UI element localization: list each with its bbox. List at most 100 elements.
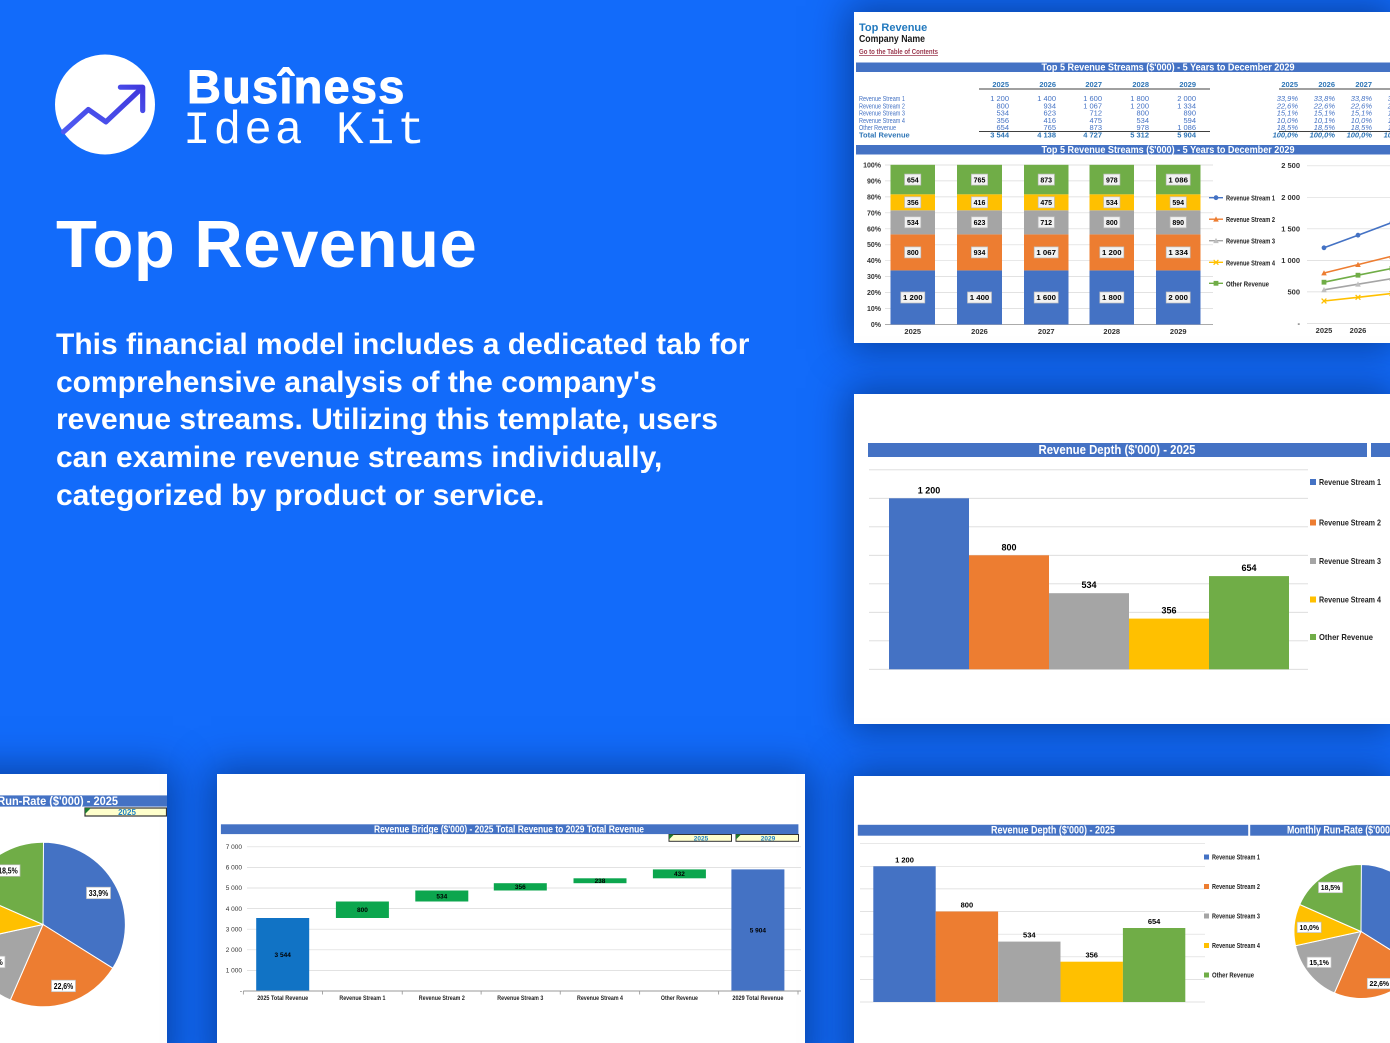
svg-text:Other Revenue: Other Revenue — [859, 123, 896, 132]
svg-text:Top 5 Revenue Streams ($'000): Top 5 Revenue Streams ($'000) - 5 Years … — [1042, 145, 1295, 156]
svg-text:Revenue Stream 1: Revenue Stream 1 — [1212, 855, 1260, 862]
svg-text:765: 765 — [1043, 123, 1056, 132]
svg-text:873: 873 — [1040, 175, 1052, 184]
svg-text:800: 800 — [1001, 542, 1016, 552]
svg-text:40%: 40% — [867, 258, 882, 265]
svg-text:Revenue Stream 1: Revenue Stream 1 — [1319, 477, 1381, 487]
svg-text:100,0%: 100,0% — [1310, 130, 1336, 139]
svg-text:765: 765 — [974, 175, 986, 184]
svg-text:10,0%: 10,0% — [1277, 116, 1299, 125]
svg-text:534: 534 — [907, 218, 919, 227]
svg-text:594: 594 — [1172, 198, 1184, 207]
svg-text:800: 800 — [1136, 109, 1149, 118]
svg-text:5 000: 5 000 — [226, 885, 243, 892]
svg-text:356: 356 — [1085, 951, 1098, 960]
svg-text:100%: 100% — [863, 163, 882, 170]
svg-text:1 334: 1 334 — [1168, 248, 1188, 257]
svg-text:-: - — [240, 988, 242, 995]
svg-text:Revenue Stream 4: Revenue Stream 4 — [1226, 258, 1276, 267]
svg-text:2025: 2025 — [904, 327, 921, 336]
svg-text:1 334: 1 334 — [1177, 101, 1196, 110]
svg-text:534: 534 — [996, 109, 1009, 118]
svg-text:1 200: 1 200 — [918, 485, 941, 495]
svg-text:654: 654 — [996, 123, 1009, 132]
svg-text:18,5%: 18,5% — [1351, 123, 1373, 132]
svg-text:0%: 0% — [871, 322, 882, 329]
svg-text:1 600: 1 600 — [1083, 94, 1102, 103]
svg-text:2025: 2025 — [118, 808, 136, 817]
svg-text:2026: 2026 — [971, 327, 988, 336]
svg-text:Revenue Stream 2: Revenue Stream 2 — [859, 101, 905, 110]
svg-text:-: - — [1298, 319, 1301, 328]
svg-text:1 067: 1 067 — [1036, 248, 1056, 257]
svg-text:1 400: 1 400 — [970, 293, 990, 302]
svg-text:800: 800 — [961, 901, 974, 910]
svg-text:1 000: 1 000 — [226, 968, 243, 975]
svg-text:100,0%: 100,0% — [1347, 130, 1373, 139]
svg-text:800: 800 — [996, 101, 1009, 110]
svg-text:238: 238 — [595, 878, 606, 885]
svg-text:2026: 2026 — [1318, 80, 1335, 89]
svg-text:934: 934 — [974, 248, 986, 257]
svg-text:33,9%: 33,9% — [1277, 94, 1299, 103]
svg-text:1 000: 1 000 — [1281, 256, 1300, 265]
svg-text:Revenue Stream 1: Revenue Stream 1 — [1226, 194, 1275, 203]
svg-text:5 904: 5 904 — [1177, 130, 1197, 139]
svg-text:15,1%: 15,1% — [0, 958, 3, 967]
svg-text:800: 800 — [1106, 218, 1118, 227]
svg-text:Monthly Run-Rate ($'000: Monthly Run-Rate ($'000 — [1287, 825, 1390, 837]
svg-text:890: 890 — [1183, 109, 1196, 118]
svg-text:356: 356 — [515, 884, 526, 891]
svg-text:416: 416 — [974, 198, 986, 207]
svg-text:654: 654 — [907, 175, 919, 184]
svg-text:1 200: 1 200 — [990, 94, 1009, 103]
svg-text:Revenue Stream 1: Revenue Stream 1 — [859, 94, 905, 103]
svg-text:15,1%: 15,1% — [1277, 109, 1299, 118]
svg-text:594: 594 — [1183, 116, 1196, 125]
svg-text:800: 800 — [357, 907, 368, 914]
svg-text:10,0%: 10,0% — [1351, 116, 1373, 125]
svg-text:70%: 70% — [867, 210, 882, 217]
svg-text:2025: 2025 — [1281, 80, 1298, 89]
svg-text:416: 416 — [1043, 116, 1056, 125]
svg-text:1 600: 1 600 — [1036, 293, 1056, 302]
svg-text:18,5%: 18,5% — [0, 866, 18, 875]
svg-text:Revenue Stream 4: Revenue Stream 4 — [1212, 943, 1260, 950]
svg-text:534: 534 — [1023, 931, 1036, 940]
svg-text:7 000: 7 000 — [226, 844, 243, 851]
svg-text:1 067: 1 067 — [1083, 101, 1102, 110]
svg-text:Revenue Stream 4: Revenue Stream 4 — [577, 995, 623, 1002]
svg-text:Go to the Table of Contents: Go to the Table of Contents — [859, 47, 938, 56]
svg-text:5 904: 5 904 — [750, 928, 767, 935]
svg-text:30%: 30% — [867, 274, 882, 281]
svg-text:1 500: 1 500 — [1281, 224, 1300, 233]
svg-text:432: 432 — [674, 871, 685, 878]
svg-text:Revenue Stream 2: Revenue Stream 2 — [1319, 518, 1381, 528]
svg-text:18,5%: 18,5% — [1277, 123, 1299, 132]
svg-text:2028: 2028 — [1103, 327, 1120, 336]
svg-text:654: 654 — [1241, 563, 1256, 573]
svg-text:356: 356 — [996, 116, 1009, 125]
svg-text:33,9%: 33,9% — [89, 889, 109, 898]
svg-text:2 500: 2 500 — [1281, 161, 1300, 170]
svg-text:2027: 2027 — [1038, 327, 1055, 336]
svg-text:Top Revenue: Top Revenue — [859, 22, 927, 34]
svg-text:3 000: 3 000 — [226, 926, 243, 933]
svg-text:1 400: 1 400 — [1037, 94, 1056, 103]
svg-text:1 086: 1 086 — [1168, 175, 1188, 184]
svg-text:33,8%: 33,8% — [1314, 94, 1336, 103]
svg-text:475: 475 — [1040, 198, 1052, 207]
svg-text:534: 534 — [436, 893, 447, 900]
svg-text:Revenue Stream 4: Revenue Stream 4 — [859, 116, 905, 125]
svg-text:2028: 2028 — [1132, 80, 1149, 89]
svg-text:18,5%: 18,5% — [1321, 885, 1341, 892]
svg-text:10,1%: 10,1% — [1388, 116, 1390, 125]
svg-text:18,4%: 18,4% — [1388, 123, 1390, 132]
svg-text:2026: 2026 — [1350, 326, 1367, 335]
svg-text:1 200: 1 200 — [903, 293, 923, 302]
svg-text:80%: 80% — [867, 194, 882, 201]
svg-text:Revenue Stream 3: Revenue Stream 3 — [497, 995, 543, 1002]
svg-text:800: 800 — [907, 248, 919, 257]
svg-text:534: 534 — [1106, 198, 1118, 207]
svg-text:2 000: 2 000 — [1177, 94, 1196, 103]
